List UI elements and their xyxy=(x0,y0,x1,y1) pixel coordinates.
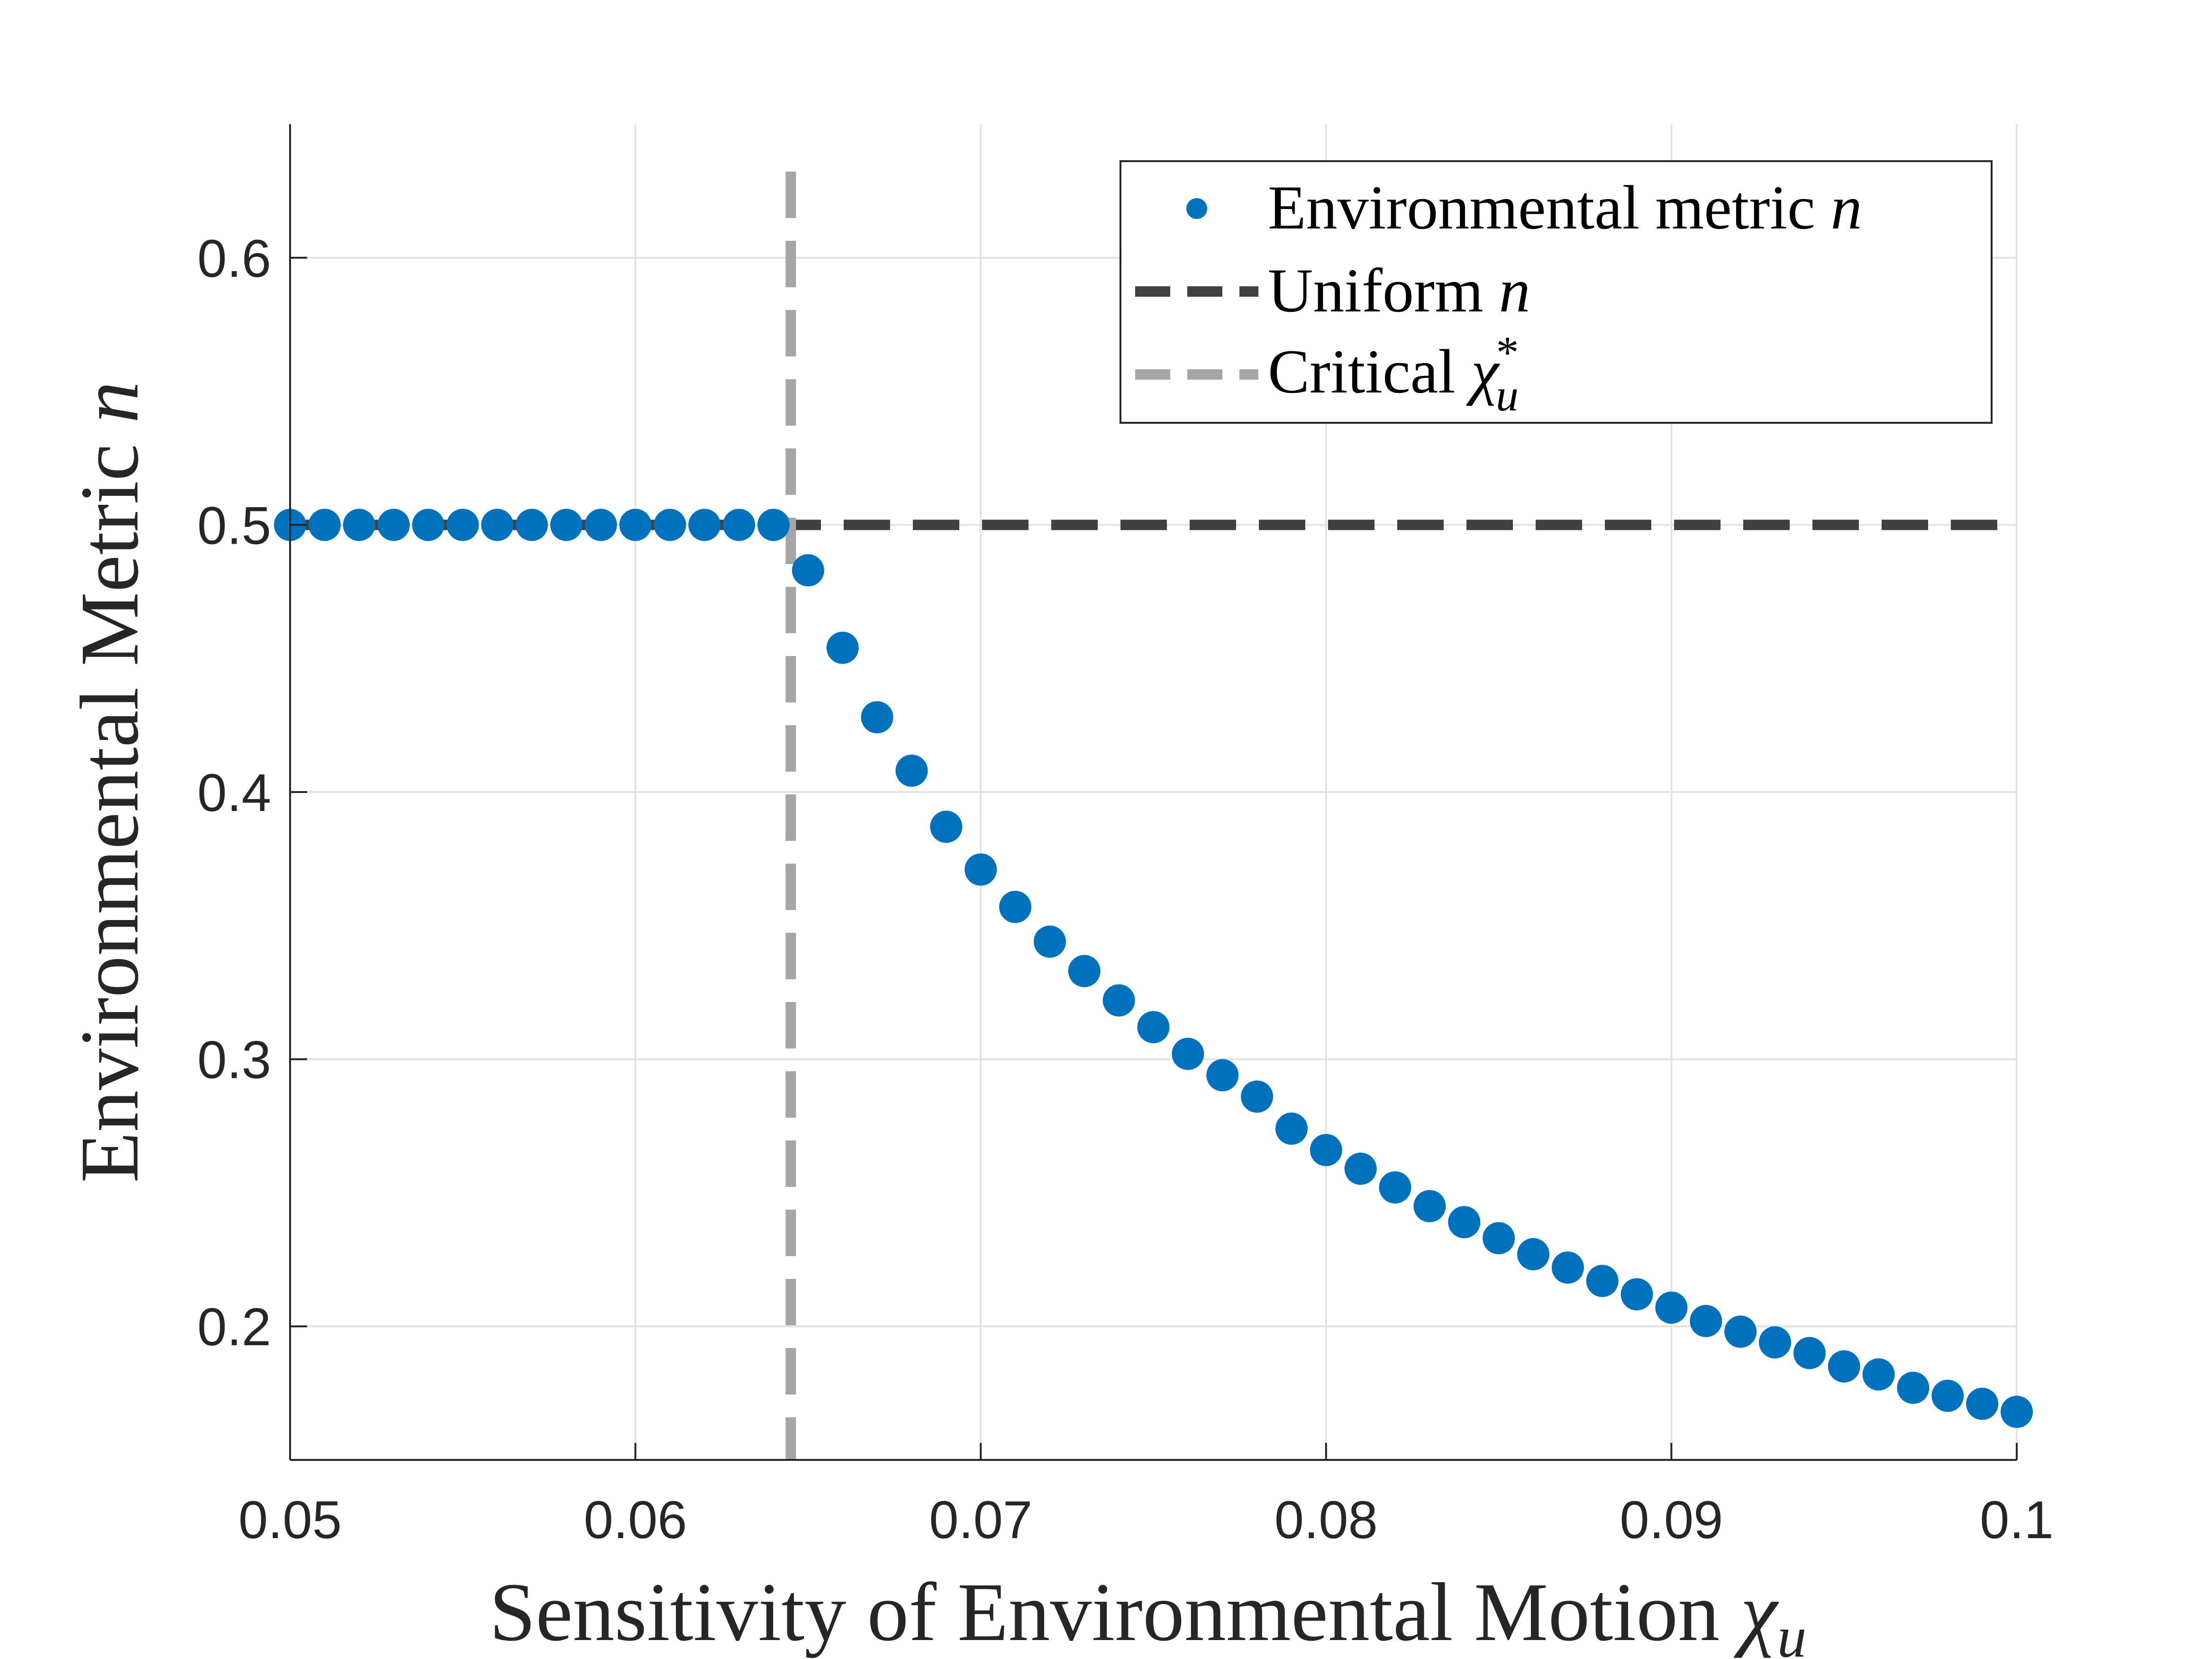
data-point xyxy=(1137,1011,1170,1043)
x-tick-label: 0.05 xyxy=(238,1490,342,1550)
data-point xyxy=(1793,1337,1826,1369)
data-point xyxy=(861,701,893,734)
x-tick-label: 0.08 xyxy=(1274,1490,1378,1550)
y-axis-title: Environmental Metric n xyxy=(64,381,156,1183)
data-point xyxy=(1310,1134,1342,1167)
data-point xyxy=(792,554,824,587)
data-point xyxy=(930,811,963,843)
data-point xyxy=(1068,955,1101,987)
data-point xyxy=(377,509,410,541)
data-point xyxy=(446,509,479,541)
data-point xyxy=(619,509,652,541)
legend: Environmental metric n Uniform n Critica… xyxy=(1120,160,1993,424)
data-point xyxy=(1690,1304,1722,1337)
data-point xyxy=(1172,1038,1204,1070)
data-point xyxy=(654,509,686,541)
data-point xyxy=(999,891,1032,923)
data-point xyxy=(1758,1326,1791,1359)
data-point xyxy=(1655,1291,1688,1324)
data-point xyxy=(550,509,583,541)
legend-marker-environmental-metric xyxy=(1186,198,1207,219)
data-point xyxy=(1828,1350,1860,1383)
data-point xyxy=(1862,1358,1895,1391)
data-point xyxy=(516,509,548,541)
data-point xyxy=(412,509,445,541)
y-tick-label: 0.4 xyxy=(197,763,271,822)
legend-box xyxy=(1120,160,1993,424)
data-point xyxy=(481,509,514,541)
data-point xyxy=(826,631,859,664)
data-point xyxy=(1551,1251,1584,1284)
x-axis-title: Sensitivity of Environmental Motion χu xyxy=(489,1566,1806,1659)
data-point xyxy=(1102,984,1135,1017)
data-point xyxy=(1413,1190,1446,1222)
legend-label-environmental-metric: Environmental metric n xyxy=(1268,173,1862,242)
data-point xyxy=(1724,1315,1757,1348)
data-point xyxy=(1033,925,1066,958)
data-point xyxy=(723,509,756,541)
legend-label-uniform: Uniform n xyxy=(1268,255,1530,325)
y-tick-label: 0.3 xyxy=(197,1030,271,1090)
axes: 0.05 0.06 0.07 0.08 0.09 0.1 0.2 0.3 0.4 0.5 0.6 xyxy=(197,124,2054,1550)
y-tick-label: 0.6 xyxy=(197,229,271,288)
data-point xyxy=(1897,1371,1930,1404)
data-point xyxy=(1379,1171,1411,1204)
data-point xyxy=(584,509,617,541)
x-tick-label: 0.06 xyxy=(584,1490,687,1550)
data-point xyxy=(1620,1278,1653,1311)
data-point xyxy=(1931,1379,1964,1412)
data-point xyxy=(2001,1395,2033,1428)
data-point xyxy=(1241,1080,1274,1113)
data-point xyxy=(1517,1238,1549,1271)
data-point xyxy=(965,853,997,886)
legend-label-critical: Critical χ* u xyxy=(1268,327,1519,420)
data-point xyxy=(1586,1265,1619,1297)
data-point xyxy=(308,509,341,541)
x-tick-label: 0.09 xyxy=(1620,1490,1723,1550)
data-point xyxy=(1483,1222,1515,1255)
data-point xyxy=(343,509,375,541)
plot-area xyxy=(274,172,2033,1460)
data-point xyxy=(757,509,790,541)
data-point xyxy=(1448,1206,1481,1239)
data-point xyxy=(1206,1059,1239,1092)
x-tick-label: 0.07 xyxy=(929,1490,1032,1550)
data-point xyxy=(1275,1112,1308,1145)
data-point xyxy=(688,509,721,541)
y-tick-label: 0.5 xyxy=(197,496,271,555)
data-point xyxy=(1966,1387,1999,1420)
y-tick-label: 0.2 xyxy=(197,1297,271,1357)
data-point xyxy=(895,754,928,787)
data-point xyxy=(1344,1152,1377,1185)
x-tick-label: 0.1 xyxy=(1980,1490,2054,1550)
